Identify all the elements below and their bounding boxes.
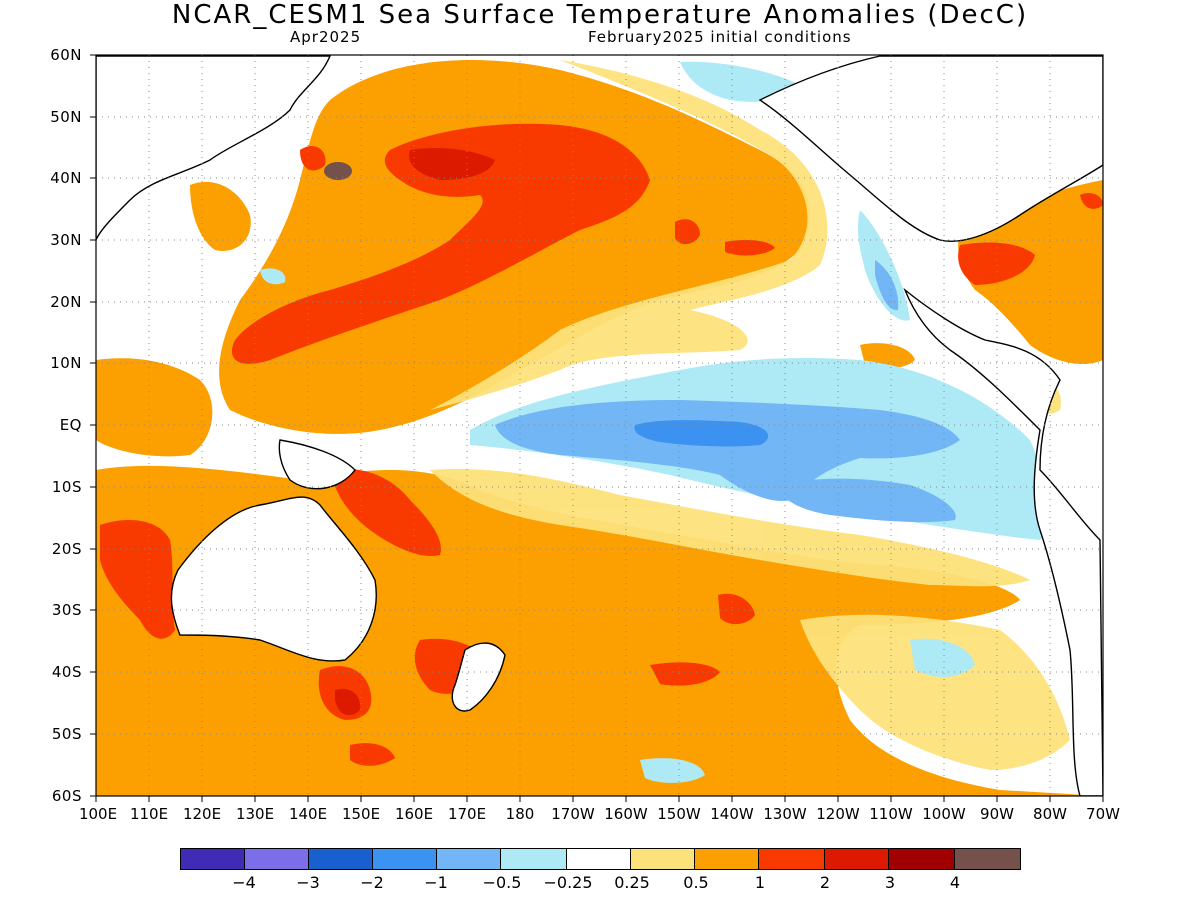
colorbar-swatch (180, 848, 245, 870)
lat-label: 40S (51, 663, 82, 681)
lat-label: 10S (51, 478, 82, 496)
lon-label: 160W (604, 805, 648, 823)
lat-label: 10N (50, 354, 82, 372)
lat-label: 60S (51, 787, 82, 805)
colorbar-swatch (758, 848, 825, 870)
axis-ticks (90, 54, 1104, 802)
colorbar-swatch (824, 848, 889, 870)
colorbar-swatch (566, 848, 631, 870)
colorbar-label: 2 (819, 873, 831, 892)
lon-label: 90W (980, 805, 1014, 823)
lat-label: 50S (51, 725, 82, 743)
colorbar-label: −3 (296, 873, 320, 892)
colorbar-label: −2 (360, 873, 384, 892)
colorbar-label: −0.25 (543, 873, 593, 892)
lon-label: 70W (1086, 805, 1120, 823)
lon-label: 110W (869, 805, 913, 823)
colorbar-swatch (436, 848, 501, 870)
lon-label: 120E (182, 805, 222, 823)
lon-label: 100E (78, 805, 118, 823)
colorbar-label: 4 (949, 873, 961, 892)
lon-label: 80W (1033, 805, 1067, 823)
colorbar-label: −0.5 (482, 873, 522, 892)
lon-label: 140E (288, 805, 328, 823)
init-conditions-label: February2025 initial conditions (588, 28, 852, 46)
valid-month-label: Apr2025 (290, 28, 362, 46)
lon-label: 130E (235, 805, 275, 823)
lon-label: 180 (505, 805, 535, 823)
lat-label: 20S (51, 540, 82, 558)
colorbar-swatch (954, 848, 1021, 870)
lon-label: 150E (341, 805, 381, 823)
colorbar-swatch (694, 848, 759, 870)
colorbar-swatch (888, 848, 955, 870)
chart-title: NCAR_CESM1 Sea Surface Temperature Anoma… (171, 0, 1029, 30)
colorbar-swatch (372, 848, 437, 870)
lon-label: 140W (710, 805, 754, 823)
lon-label: 150W (657, 805, 701, 823)
colorbar-label: 0.25 (614, 873, 650, 892)
anomaly-field (96, 55, 1103, 796)
colorbar-swatch (500, 848, 567, 870)
colorbar-label: −4 (232, 873, 256, 892)
lon-label: 100W (922, 805, 966, 823)
colorbar-label: −1 (424, 873, 448, 892)
colorbar-label: 1 (754, 873, 766, 892)
lon-label: 130W (763, 805, 807, 823)
lat-label: 60N (50, 46, 82, 64)
lat-label: 30S (51, 601, 82, 619)
lat-label: 20N (50, 293, 82, 311)
lat-label: 30N (50, 231, 82, 249)
lon-label: 120W (816, 805, 860, 823)
lat-label: EQ (59, 416, 82, 434)
colorbar-swatch (308, 848, 373, 870)
colorbar-label: 3 (884, 873, 896, 892)
lon-label: 170E (447, 805, 487, 823)
lon-label: 170W (551, 805, 595, 823)
lon-label: 110E (129, 805, 169, 823)
lat-label: 50N (50, 108, 82, 126)
colorbar-swatch (630, 848, 695, 870)
colorbar-label: 0.5 (683, 873, 709, 892)
lon-label: 160E (394, 805, 434, 823)
lat-label: 40N (50, 169, 82, 187)
colorbar-swatch (244, 848, 309, 870)
